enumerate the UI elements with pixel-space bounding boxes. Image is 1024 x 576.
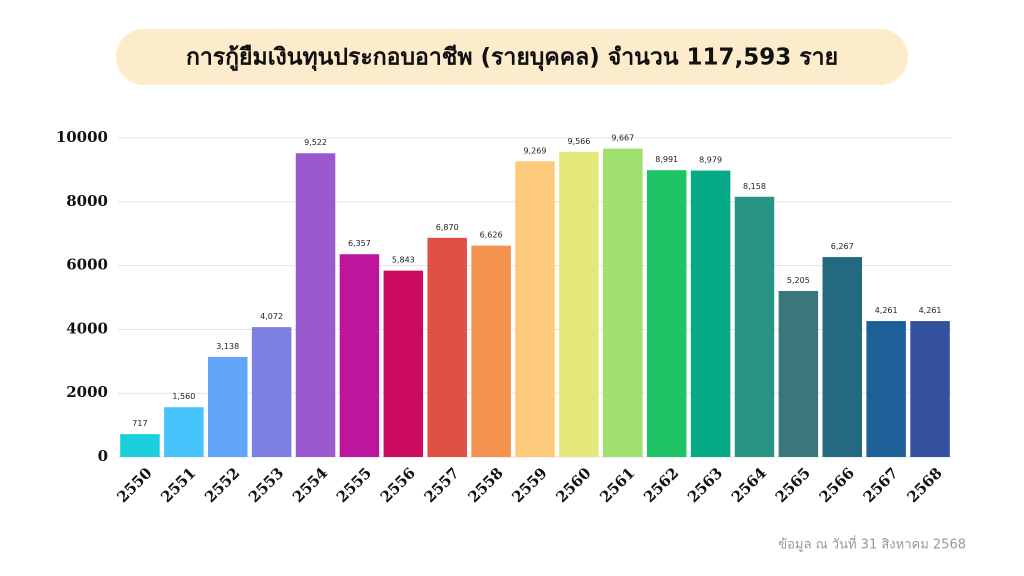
y-tick-label: 0 xyxy=(98,447,108,465)
bar xyxy=(603,148,643,458)
value-label: 9,522 xyxy=(304,138,327,147)
value-label: 6,626 xyxy=(480,231,503,240)
bar xyxy=(295,153,336,457)
y-tick-label: 4000 xyxy=(66,319,108,337)
bar xyxy=(207,356,248,457)
bar xyxy=(471,245,511,457)
bar xyxy=(822,257,863,457)
bar xyxy=(427,237,467,457)
bar xyxy=(120,434,160,457)
value-label: 9,667 xyxy=(611,134,634,143)
x-tick-label: 2568 xyxy=(903,464,945,506)
bar xyxy=(690,170,731,458)
x-tick-label: 2552 xyxy=(201,464,243,506)
value-label: 9,566 xyxy=(567,137,590,146)
value-label: 4,261 xyxy=(919,306,942,315)
bar xyxy=(910,321,950,457)
x-tick-label: 2566 xyxy=(816,464,858,506)
y-tick-label: 8000 xyxy=(66,192,108,210)
value-label: 717 xyxy=(132,419,147,428)
value-label: 6,357 xyxy=(348,239,371,248)
bar xyxy=(251,327,292,457)
value-label: 4,072 xyxy=(260,312,283,321)
x-tick-label: 2565 xyxy=(772,464,814,506)
y-tick-label: 6000 xyxy=(66,256,108,274)
bar xyxy=(164,407,204,457)
value-label: 3,138 xyxy=(216,342,239,351)
x-tick-label: 2553 xyxy=(245,464,287,506)
value-label: 4,261 xyxy=(875,306,898,315)
bar xyxy=(866,321,906,457)
x-tick-label: 2554 xyxy=(289,464,331,506)
bar xyxy=(646,170,687,457)
x-tick-label: 2558 xyxy=(465,464,507,506)
value-label: 8,991 xyxy=(655,155,678,164)
x-tick-label: 2563 xyxy=(684,464,726,506)
x-tick-label: 2560 xyxy=(552,464,594,506)
x-tick-label: 2551 xyxy=(157,464,199,506)
value-label: 8,158 xyxy=(743,182,766,191)
y-tick-label: 2000 xyxy=(66,383,108,401)
title-pill xyxy=(116,29,908,85)
value-label: 1,560 xyxy=(172,392,195,401)
x-tick-label: 2567 xyxy=(860,464,902,506)
x-tick-label: 2556 xyxy=(377,464,419,506)
bar xyxy=(778,290,819,457)
x-tick-label: 2562 xyxy=(640,464,682,506)
bar xyxy=(383,270,424,457)
footnote: ข้อมูล ณ วันที่ 31 สิงหาคม 2568 xyxy=(778,536,966,553)
value-label: 5,205 xyxy=(787,276,810,285)
value-label: 5,843 xyxy=(392,256,415,265)
chart-title: การกู้ยืมเงินทุนประกอบอาชีพ (รายบุคคล) จ… xyxy=(186,45,838,72)
bar xyxy=(515,161,555,457)
value-label: 6,870 xyxy=(436,223,459,232)
x-tick-label: 2557 xyxy=(421,464,463,506)
x-tick-label: 2555 xyxy=(333,464,375,506)
value-label: 6,267 xyxy=(831,242,854,251)
bar xyxy=(339,254,380,457)
x-tick-label: 2564 xyxy=(728,464,770,506)
bar xyxy=(734,196,775,457)
x-tick-label: 2561 xyxy=(596,464,638,506)
x-tick-label: 2550 xyxy=(113,464,155,506)
value-label: 9,269 xyxy=(524,146,547,155)
y-tick-label: 10000 xyxy=(56,128,108,146)
x-tick-label: 2559 xyxy=(508,464,550,506)
bar xyxy=(559,151,599,457)
value-label: 8,979 xyxy=(699,156,722,165)
